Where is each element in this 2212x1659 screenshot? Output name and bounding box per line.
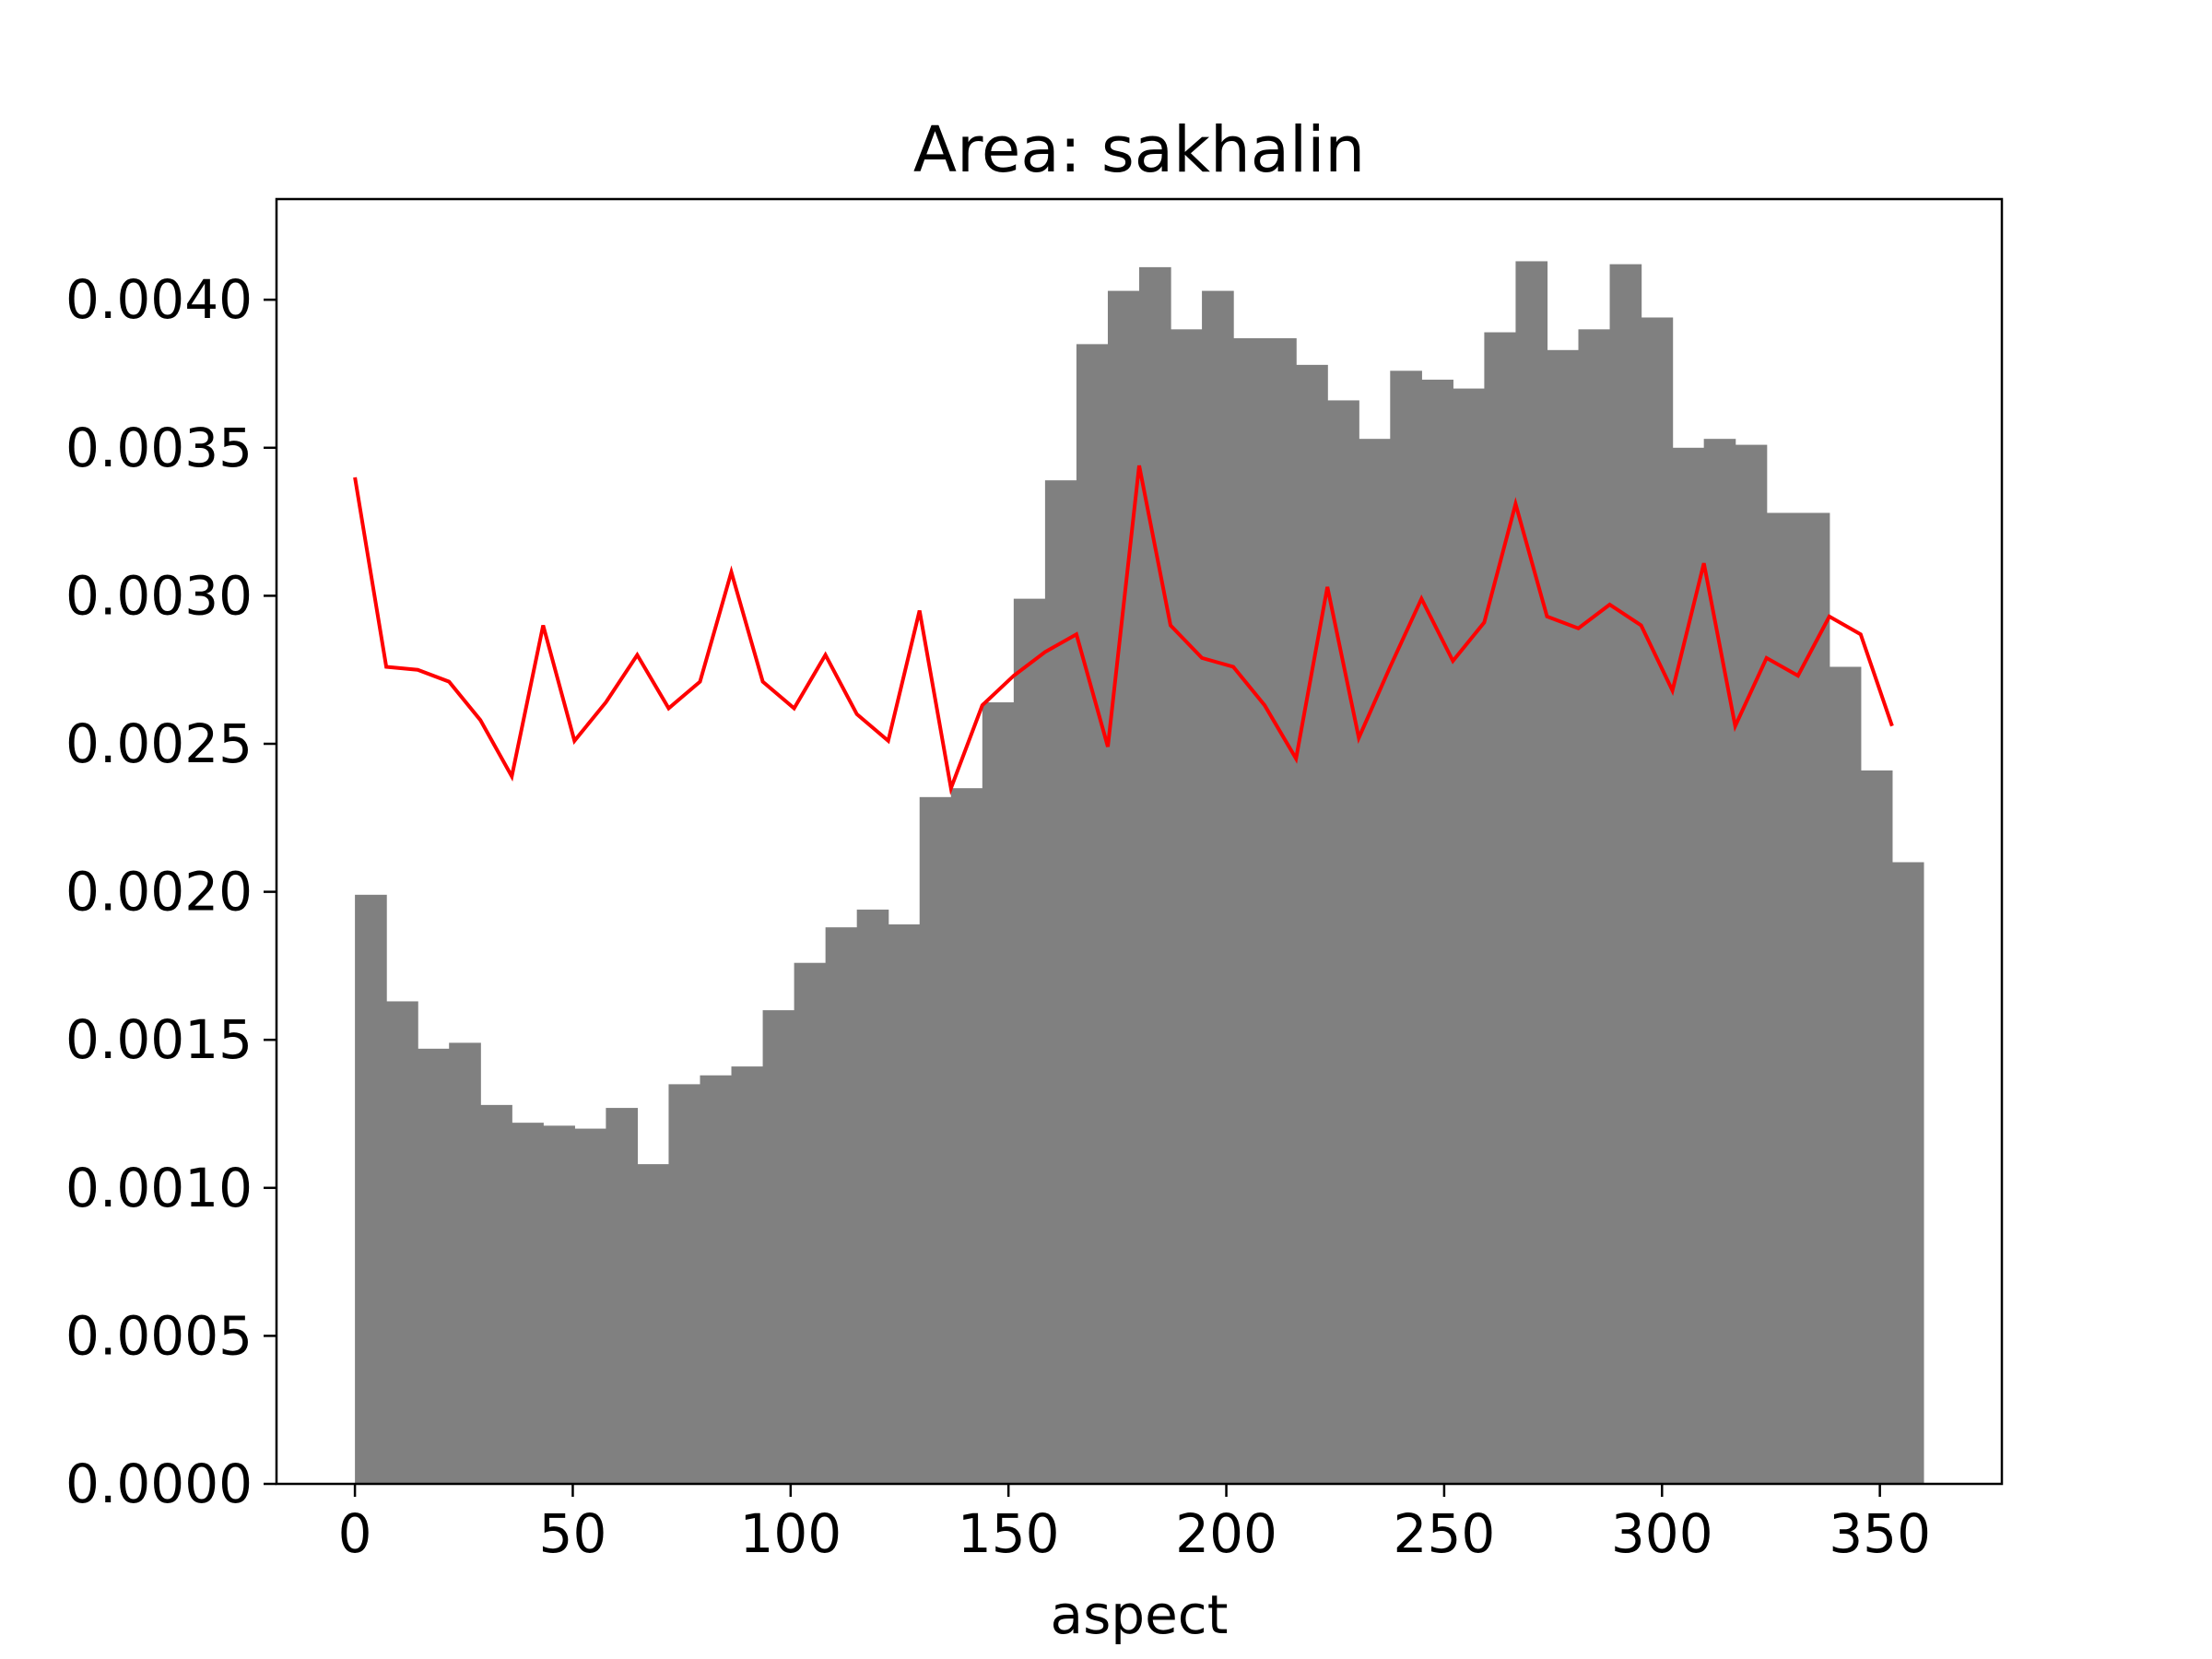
histogram-bars [355,261,1924,1485]
histogram-bar [1484,332,1517,1484]
x-tick-label: 0 [338,1502,372,1565]
y-tick-label: 0.0005 [65,1304,253,1367]
y-tick-label: 0.0035 [65,417,253,479]
histogram-bar [1390,371,1422,1484]
histogram-bar [574,1128,606,1484]
histogram-bar [1359,439,1391,1484]
histogram-bar [1735,444,1768,1484]
histogram-bar [762,1010,795,1484]
histogram-bar [1265,337,1297,1484]
histogram-bar [1578,329,1611,1485]
histogram-bar [1202,290,1234,1485]
histogram-bar [1641,317,1674,1484]
histogram-bar [1044,480,1077,1485]
x-axis-label: aspect [1051,1583,1229,1646]
y-tick-label: 0.0015 [65,1008,253,1071]
histogram-bar [1829,666,1862,1484]
histogram-bar [1233,337,1265,1484]
histogram-bar [1327,400,1359,1484]
histogram-bar [1797,512,1830,1485]
y-tick-label: 0.0010 [65,1157,253,1219]
histogram-bar [1609,264,1642,1485]
histogram-bar [355,894,387,1484]
histogram-bar [1171,329,1203,1485]
line-series [353,465,1894,795]
histogram-bar [950,788,983,1484]
histogram-bar [982,702,1015,1484]
y-tick-label: 0.0040 [65,268,253,331]
x-tick-label: 150 [958,1502,1060,1565]
histogram-bar [1515,261,1548,1484]
red-line-series [353,465,1894,795]
histogram-bar [856,909,889,1484]
histogram-bar [1453,388,1485,1484]
histogram-bar [1703,439,1736,1484]
histogram-bar [1672,447,1705,1485]
histogram-bar [1891,862,1924,1484]
histogram-bar [1076,344,1109,1484]
histogram-bar [418,1048,450,1484]
x-tick-label: 300 [1611,1502,1713,1565]
x-tick-label: 50 [539,1502,607,1565]
histogram-bar [606,1108,639,1484]
histogram-bar [825,927,858,1484]
x-tick-label: 250 [1394,1502,1496,1565]
x-tick-label: 100 [739,1502,841,1565]
x-tick-label: 350 [1829,1502,1931,1565]
histogram-bar [637,1164,670,1484]
histogram-bar [1296,364,1328,1484]
plot-frame [275,197,2004,1486]
y-tick-label: 0.0000 [65,1453,253,1515]
histogram-bar [512,1123,544,1484]
histogram-bar [543,1125,575,1484]
x-axis-ticks: 0 50 100 150 200 250 300 350 [338,1484,1931,1565]
histogram-bar [1547,349,1580,1485]
histogram-bar [794,962,827,1484]
y-tick-label: 0.0020 [65,861,253,924]
histogram-bar [1766,512,1799,1485]
histogram-bar [1107,290,1140,1485]
histogram-bar [888,924,921,1484]
histogram-bar [1860,770,1893,1484]
histogram-bar [1421,379,1453,1484]
histogram-bar [386,1001,418,1484]
histogram-bar [668,1084,701,1484]
histogram-bar [449,1042,481,1484]
x-tick-label: 200 [1175,1502,1277,1565]
y-tick-label: 0.0025 [65,712,253,775]
histogram-bar [700,1075,733,1484]
histogram-bar [1013,598,1046,1484]
chart-title: Area: sakhalin [913,113,1365,187]
histogram-bar [919,796,952,1484]
histogram-bar [731,1066,764,1484]
y-tick-label: 0.0030 [65,564,253,627]
histogram-bar [480,1104,512,1484]
y-axis-ticks: 0.0000 0.0005 0.0010 0.0015 0.0020 0.0025 0.00… [65,268,276,1515]
histogram-bar [1139,266,1171,1484]
